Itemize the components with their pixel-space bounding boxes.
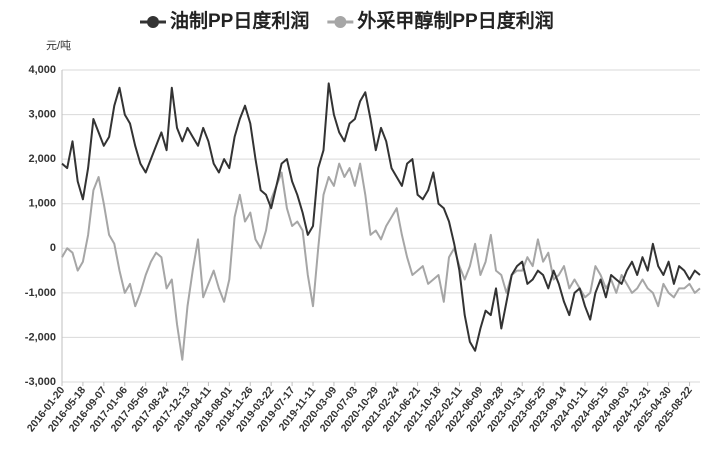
y-tick-label: 2,000 <box>28 153 56 165</box>
y-tick-label: -1,000 <box>25 287 56 299</box>
y-unit: 元/吨 <box>46 39 71 52</box>
legend-label: 油制PP日度利润 <box>170 9 309 32</box>
legend-item: 油制PP日度利润 <box>140 9 309 32</box>
y-tick-label: -2,000 <box>25 331 56 343</box>
series-line <box>61 162 701 361</box>
y-tick-label: 4,000 <box>28 64 56 76</box>
y-tick-label: 0 <box>50 242 56 254</box>
legend-marker <box>147 16 159 28</box>
y-tick-label: -3,000 <box>25 376 56 388</box>
legend-label: 外采甲醇制PP日度利润 <box>357 9 553 32</box>
legend-item: 外采甲醇制PP日度利润 <box>327 9 554 32</box>
series-line <box>61 82 701 352</box>
y-tick-label: 1,000 <box>28 198 56 210</box>
legend-marker <box>334 16 347 28</box>
y-tick-label: 3,000 <box>28 108 56 120</box>
